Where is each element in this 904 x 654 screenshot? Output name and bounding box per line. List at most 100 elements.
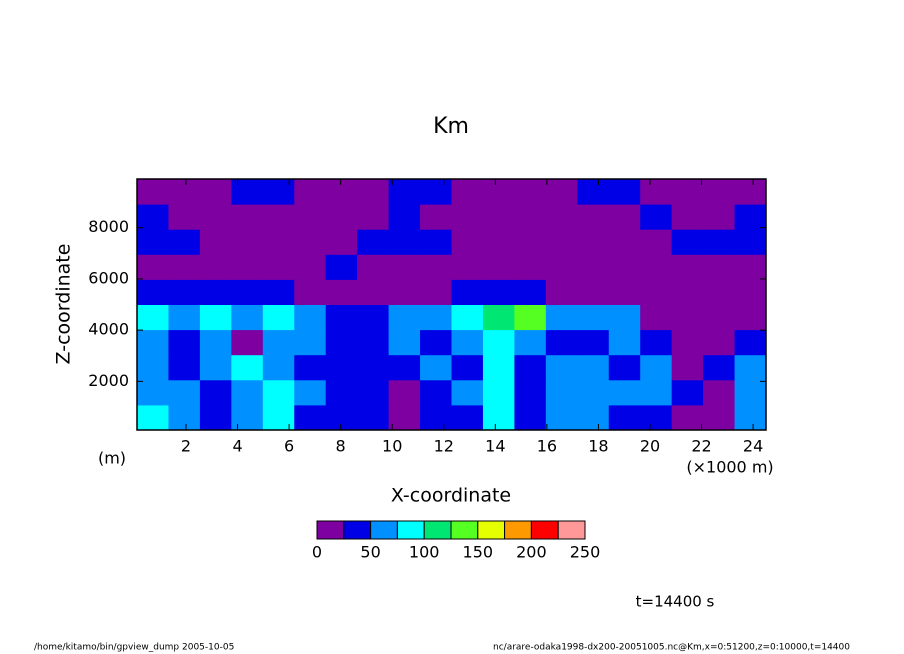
contour-cell xyxy=(137,379,169,406)
contour-cell xyxy=(577,404,610,431)
contour-cell xyxy=(514,329,547,356)
contour-cell xyxy=(577,204,610,230)
colorbar-box xyxy=(450,520,479,540)
contour-cell xyxy=(577,354,610,381)
contour-cell xyxy=(137,404,169,431)
colorbar-box xyxy=(530,520,559,540)
colorbar-label: 250 xyxy=(570,543,601,562)
contour-cell xyxy=(168,204,201,230)
contour-cell xyxy=(231,204,264,230)
contour-cell xyxy=(357,304,390,331)
x-tick-label: 8 xyxy=(336,437,346,456)
contour-cell xyxy=(671,279,704,305)
contour-cell xyxy=(671,379,704,406)
contour-cell xyxy=(325,379,358,406)
contour-cell xyxy=(420,329,452,356)
contour-cell xyxy=(199,279,232,305)
contour-cell xyxy=(545,229,578,255)
contour-cell xyxy=(734,379,767,406)
contour-cell xyxy=(545,204,578,230)
contour-cell xyxy=(703,354,736,381)
contour-cell xyxy=(608,404,641,431)
contour-cell xyxy=(137,254,169,280)
contour-cell xyxy=(357,229,390,255)
contour-cell xyxy=(168,304,201,331)
contour-cell xyxy=(514,279,547,305)
contour-cell xyxy=(577,229,610,255)
contour-cell xyxy=(577,279,610,305)
contour-cell xyxy=(294,279,327,305)
colorbar-box xyxy=(316,520,345,540)
contour-cell xyxy=(514,354,547,381)
contour-cell xyxy=(388,279,421,305)
contour-cell xyxy=(262,354,295,381)
contour-cell xyxy=(137,329,169,356)
contour-cell xyxy=(545,279,578,305)
contour-cell xyxy=(420,304,452,331)
contour-cell xyxy=(294,204,327,230)
contour-cell xyxy=(703,379,736,406)
contour-cell xyxy=(325,204,358,230)
contour-cell xyxy=(608,279,641,305)
contour-cell xyxy=(482,304,515,331)
contour-cell xyxy=(703,254,736,280)
contour-cell xyxy=(325,329,358,356)
contour-cell xyxy=(451,204,484,230)
contour-cell xyxy=(545,329,578,356)
contour-cell xyxy=(608,179,641,205)
contour-cell xyxy=(734,304,767,331)
contour-cell xyxy=(325,304,358,331)
contour-cell xyxy=(294,329,327,356)
contour-cell xyxy=(199,354,232,381)
contour-cell xyxy=(734,254,767,280)
contour-cell xyxy=(577,179,610,205)
contour-cell xyxy=(168,229,201,255)
contour-cell xyxy=(608,329,641,356)
contour-cell xyxy=(357,379,390,406)
x-tick-label: 4 xyxy=(232,437,242,456)
plot-frame xyxy=(136,178,767,431)
contour-cell xyxy=(545,354,578,381)
x-tick-label: 10 xyxy=(382,437,402,456)
contour-cell xyxy=(671,204,704,230)
contour-cell xyxy=(325,354,358,381)
contour-cell xyxy=(231,254,264,280)
y-axis-label: Z-coordinate xyxy=(53,244,75,365)
contour-cell xyxy=(168,254,201,280)
contour-cell xyxy=(451,379,484,406)
contour-cell xyxy=(482,179,515,205)
contour-cell xyxy=(734,329,767,356)
contour-cell xyxy=(231,179,264,205)
contour-cell xyxy=(388,179,421,205)
contour-cell xyxy=(137,279,169,305)
contour-cell xyxy=(199,229,232,255)
contour-cell xyxy=(671,254,704,280)
contour-cell xyxy=(451,254,484,280)
contour-cell xyxy=(262,279,295,305)
contour-cell xyxy=(451,179,484,205)
contour-cell xyxy=(640,279,673,305)
contour-cell xyxy=(199,204,232,230)
colorbar-label: 200 xyxy=(516,543,547,562)
contour-cell xyxy=(294,404,327,431)
contour-cell xyxy=(325,229,358,255)
colorbar-box xyxy=(504,520,532,540)
contour-cell xyxy=(545,379,578,406)
contour-cell xyxy=(357,404,390,431)
contour-cell xyxy=(545,179,578,205)
contour-cell xyxy=(577,254,610,280)
colorbar-box xyxy=(396,520,425,540)
contour-cell xyxy=(703,229,736,255)
contour-cell xyxy=(262,404,295,431)
contour-cell xyxy=(420,229,452,255)
contour-cell xyxy=(608,304,641,331)
contour-cell xyxy=(357,179,390,205)
contour-cell xyxy=(168,279,201,305)
colorbar-box xyxy=(423,520,452,540)
contour-cell xyxy=(640,354,673,381)
contour-cell xyxy=(482,379,515,406)
footer-right: nc/arare-odaka1998-dx200-20051005.nc@Km,… xyxy=(493,643,850,653)
contour-cell xyxy=(137,354,169,381)
y-tick-label: 8000 xyxy=(88,217,129,236)
